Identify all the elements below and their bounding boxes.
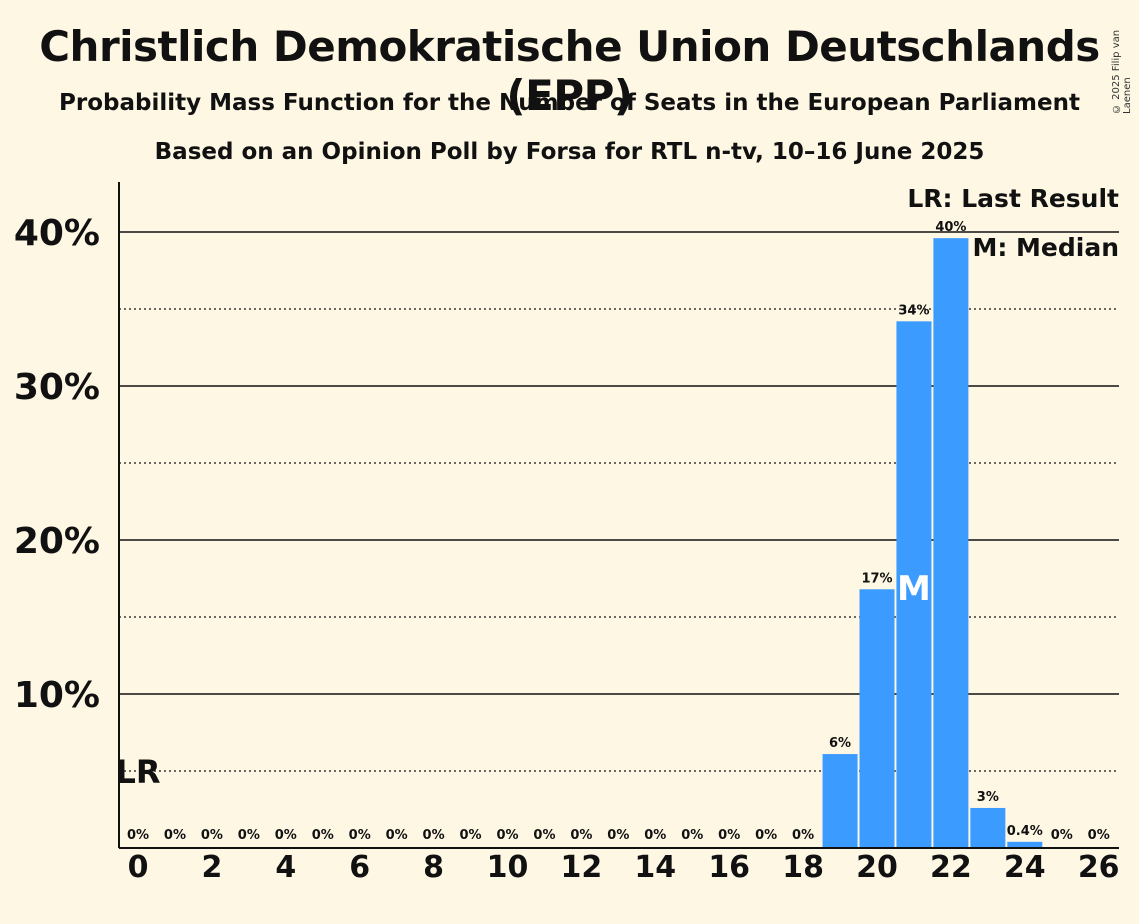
x-tick-label: 22 [930,850,972,885]
x-tick-label: 8 [423,850,444,885]
bar-data-label: 0% [349,828,371,843]
y-tick-label: 10% [14,675,100,716]
legend-median: M: Median [972,233,1119,262]
bar [933,238,969,848]
bar-data-label: 0% [312,828,334,843]
x-tick-label: 0 [128,850,149,885]
bar-data-label: 0% [681,828,703,843]
axes [118,182,1119,849]
bar-data-label: 0% [1088,828,1110,843]
bar [859,589,895,848]
labels: 10%20%30%40%0 2 4 6 8 10 12 14 16 18 20 22 24 260% 0% 0… [14,213,1120,885]
legend-last-result: LR: Last Result [907,184,1119,213]
chart-subtitle: Probability Mass Function for the Number… [59,90,1080,116]
x-tick-label: 10 [487,850,529,885]
bar-data-label: 0% [423,828,445,843]
x-tick-label: 6 [349,850,370,885]
bar-data-label: 0% [607,828,629,843]
bar [970,807,1006,848]
x-tick-label: 20 [856,850,898,885]
x-tick-label: 4 [275,850,296,885]
x-tick-label: 2 [201,850,222,885]
bar-data-label: 0% [1051,828,1073,843]
x-tick-label: 24 [1004,850,1046,885]
bar-data-label: 0% [644,828,666,843]
bar-data-label: 0% [496,828,518,843]
bar-data-label: 0% [755,828,777,843]
x-tick-label: 26 [1078,850,1120,885]
bar-data-label: 17% [861,571,892,586]
gridlines [119,231,1119,772]
x-tick-label: 14 [634,850,676,885]
y-tick-label: 40% [14,213,100,254]
y-tick-label: 20% [14,521,100,562]
bar [822,754,858,848]
bar-data-label: 34% [898,303,929,318]
median-marker: M [897,569,931,609]
bar [896,321,932,848]
last-result-marker: LR [115,753,160,791]
bar-data-label: 3% [977,790,999,805]
bar-data-label: 0% [718,828,740,843]
bar-data-label: 0% [460,828,482,843]
bar-data-label: 0% [533,828,555,843]
bar-data-label: 6% [829,736,851,751]
bar-data-label: 0% [127,828,149,843]
x-tick-label: 12 [561,850,603,885]
chart-source-subtitle: Based on an Opinion Poll by Forsa for RT… [154,139,985,165]
x-tick-label: 16 [708,850,750,885]
x-tick-label: 18 [782,850,824,885]
bar [1007,841,1043,848]
y-tick-label: 30% [14,367,100,408]
bar-data-label: 0% [792,828,814,843]
bar-data-label: 0% [275,828,297,843]
bar-data-label: 0% [201,828,223,843]
bars [822,238,1043,848]
bar-data-label: 0% [238,828,260,843]
bar-data-label: 0% [164,828,186,843]
bar-data-label: 0.4% [1007,824,1043,839]
bar-data-label: 0% [386,828,408,843]
bar-data-label: 0% [570,828,592,843]
bar-data-label: 40% [935,220,966,235]
chart-title: Christlich Demokratische Union Deutschla… [39,22,1100,120]
